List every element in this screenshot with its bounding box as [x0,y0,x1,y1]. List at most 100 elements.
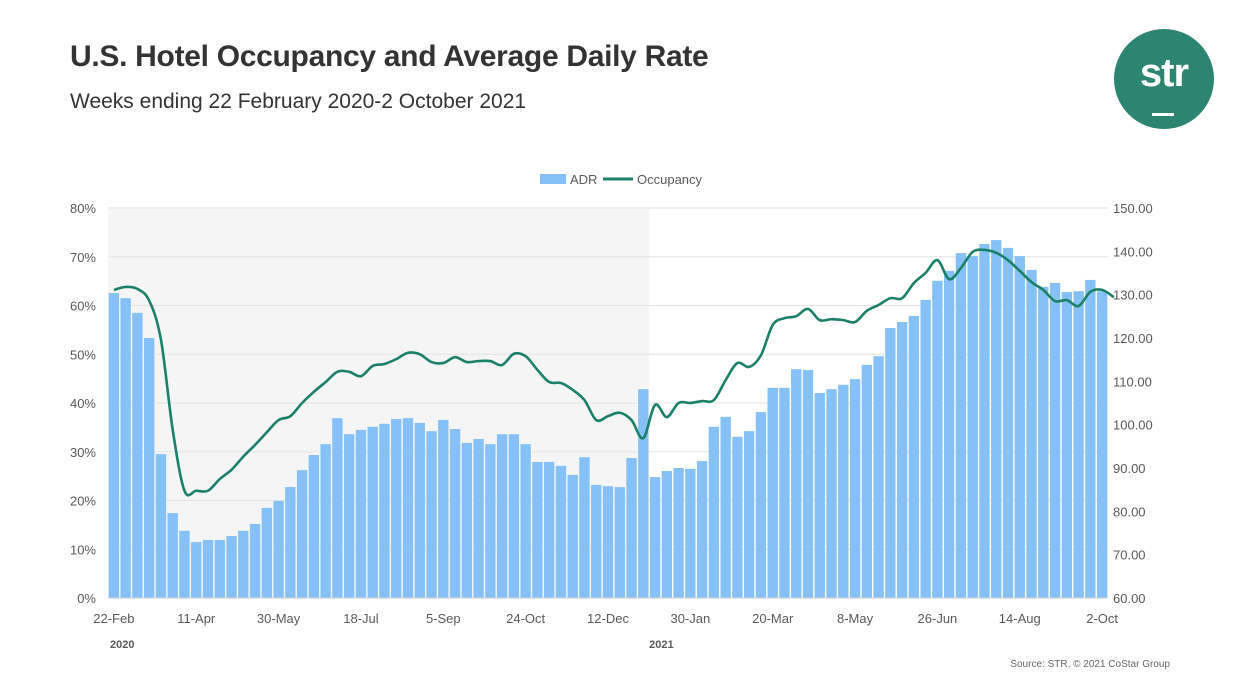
adr-bar [720,416,731,598]
left-axis-tick: 40% [70,396,96,411]
adr-bar [543,461,555,598]
adr-bar [1002,247,1014,598]
adr-bar [685,468,696,598]
adr-bar [143,338,155,598]
right-axis-tick: 80.00 [1113,504,1146,519]
right-axis-tick: 70.00 [1113,548,1146,563]
x-axis-tick: 22-Feb [93,611,134,626]
adr-bar [296,470,308,598]
adr-bar [496,434,508,598]
adr-bar [614,487,625,598]
right-axis-tick: 110.00 [1113,374,1152,389]
adr-bar [179,530,190,598]
page-subtitle: Weeks ending 22 February 2020-2 October … [70,90,527,113]
adr-bar [285,487,296,598]
adr-bar [661,471,673,598]
adr-bar [120,298,131,598]
adr-bar [708,426,720,598]
adr-bar [943,270,955,598]
x-axis-tick: 18-Jul [343,611,379,626]
adr-bar [1096,291,1108,598]
left-axis-tick: 30% [70,445,96,460]
adr-bar [591,484,602,598]
x-axis-tick: 30-May [257,611,301,626]
source-note: Source: STR. © 2021 CoStar Group [1010,659,1170,670]
x-axis-tick: 24-Oct [506,611,545,626]
adr-bar [849,379,861,598]
adr-bar [673,468,684,598]
adr-bar [167,513,178,598]
right-axis-tick: 90.00 [1113,461,1146,476]
adr-bar [391,419,402,598]
adr-bar [273,500,284,598]
adr-bar [649,477,661,598]
str-logo: str [1114,29,1214,129]
adr-bar [838,384,849,598]
logo-text: str [1139,51,1189,95]
adr-bar [1061,292,1073,598]
x-axis-tick: 8-May [837,611,874,626]
adr-bar [343,434,355,598]
adr-bar [861,364,873,598]
adr-bar [696,461,708,598]
adr-bar [920,299,931,598]
adr-bar [967,256,978,598]
adr-bar [461,442,473,598]
adr-bar [555,465,567,598]
adr-bar [896,321,908,598]
adr-bar [485,444,496,598]
adr-bar [249,523,261,598]
adr-bar [732,436,743,598]
adr-bar [802,370,814,598]
right-axis-tick: 100.00 [1113,418,1153,433]
right-axis-tick: 150.00 [1113,201,1153,216]
left-axis-tick: 70% [70,250,96,265]
adr-bar [414,422,425,598]
adr-bar [226,536,237,598]
adr-bar [991,240,1002,599]
legend-occupancy-label: Occupancy [637,172,703,187]
x-axis-tick: 5-Sep [426,611,461,626]
adr-bar [355,429,367,598]
adr-bar [885,328,896,598]
adr-bar [532,461,543,598]
adr-bar [873,356,884,598]
adr-bar [379,423,390,598]
left-axis-tick: 0% [77,591,96,606]
adr-bar [261,507,273,598]
x-axis-tick: 14-Aug [999,611,1041,626]
adr-bar [508,434,520,598]
left-axis-tick: 20% [70,494,96,509]
adr-bar [308,455,320,598]
adr-bar [743,431,755,598]
adr-bar [814,393,825,598]
adr-bar [1049,282,1061,598]
adr-bar [791,369,802,598]
adr-bar [473,438,484,598]
adr-bar [132,312,143,598]
x-axis-tick: 2-Oct [1086,611,1118,626]
adr-bar [402,418,414,598]
page-title: U.S. Hotel Occupancy and Average Daily R… [70,40,709,73]
year-label-2021: 2021 [649,639,673,651]
adr-bar [202,539,214,598]
adr-bar [438,419,449,598]
adr-bar [191,542,202,598]
adr-bar [755,412,767,598]
left-axis-tick: 60% [70,299,96,314]
adr-bar [332,418,343,598]
adr-bar [979,243,990,598]
left-axis-tick: 50% [70,347,96,362]
legend-adr-swatch [540,174,566,184]
adr-bar [602,486,614,598]
adr-bar [320,444,331,598]
logo-underline [1152,113,1174,116]
adr-bar [579,457,590,598]
right-axis-tick: 60.00 [1113,591,1146,606]
adr-bar [238,530,249,598]
x-axis-tick: 20-Mar [752,611,794,626]
adr-bar [626,458,637,598]
adr-bar [767,387,778,598]
x-axis-tick: 11-Apr [177,611,216,626]
